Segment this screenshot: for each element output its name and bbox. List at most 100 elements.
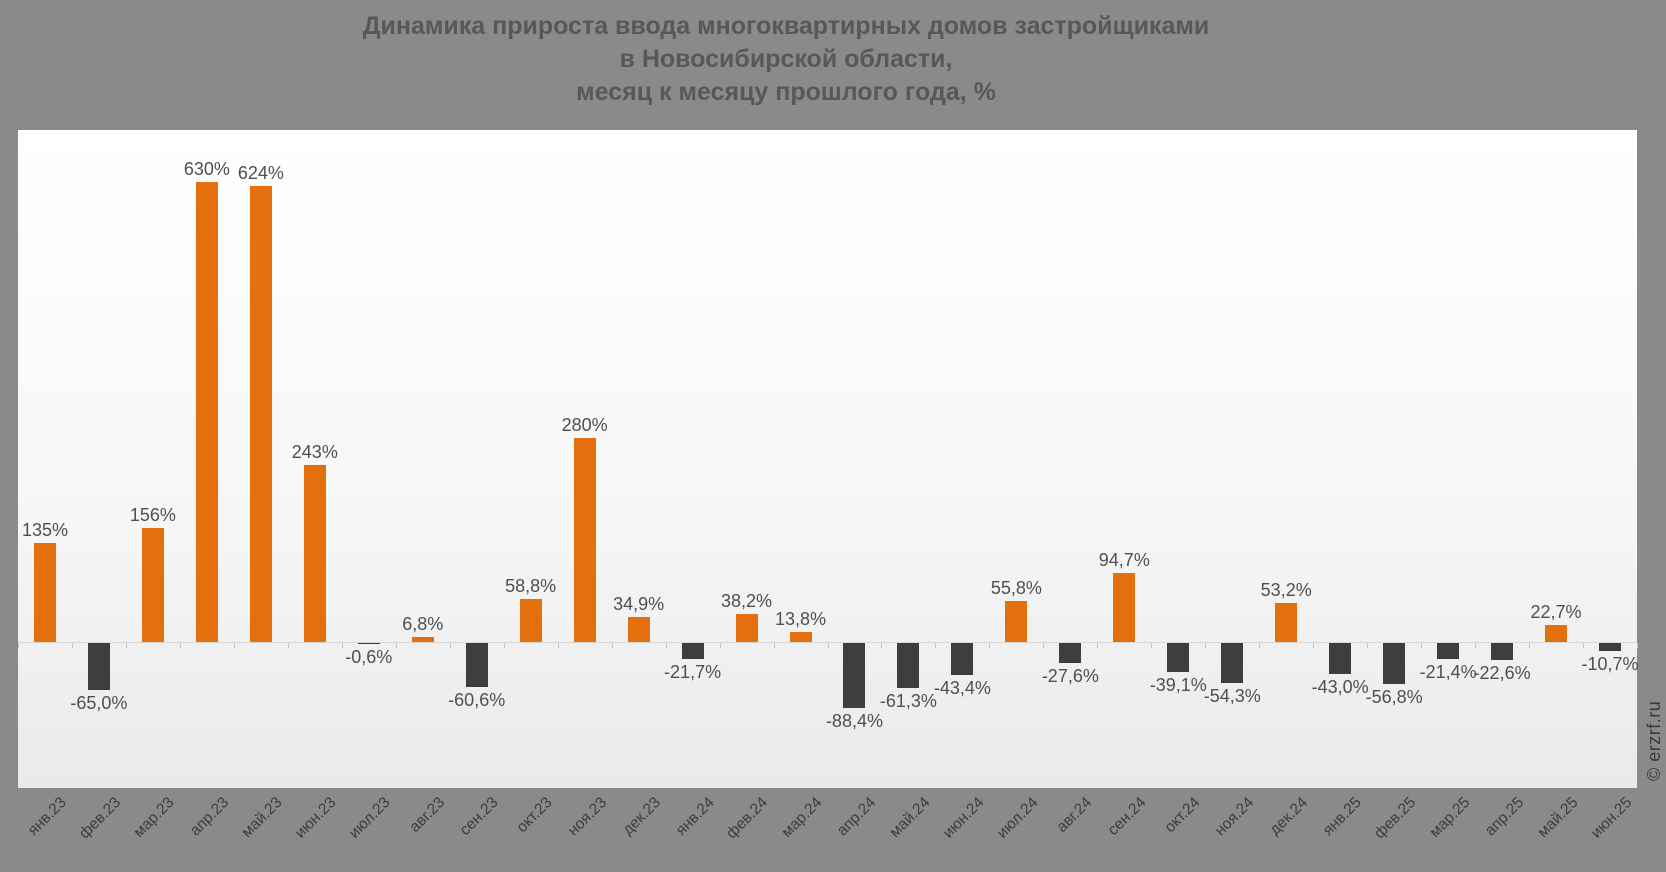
x-axis-label-text: апр.23 [186, 794, 232, 840]
x-axis-label-text: авг.23 [405, 794, 448, 836]
bar[interactable] [789, 631, 812, 642]
bar[interactable] [1329, 643, 1352, 675]
x-axis-label-text: июл.23 [346, 794, 394, 842]
x-axis-label-text: июн.25 [1587, 794, 1636, 842]
bar[interactable] [141, 528, 164, 642]
axis-tick [989, 643, 990, 648]
x-axis-label-text: мар.23 [130, 794, 178, 841]
bar[interactable] [1491, 643, 1514, 660]
axis-tick [126, 643, 127, 648]
value-label: 53,2% [1260, 580, 1312, 601]
bar[interactable] [357, 643, 380, 644]
x-axis-label-text: окт.24 [1161, 794, 1204, 837]
bar[interactable] [195, 182, 218, 642]
bar[interactable] [303, 464, 326, 642]
x-axis-label-text: мар.25 [1426, 794, 1474, 841]
value-label: -39,1% [1149, 674, 1207, 695]
chart-title: Динамика прироста ввода многоквартирных … [0, 10, 1572, 109]
x-axis-label-text: май.23 [238, 794, 286, 842]
bar[interactable] [1275, 603, 1298, 642]
value-label: -56,8% [1365, 687, 1423, 708]
value-label: 94,7% [1098, 549, 1150, 570]
value-label: 243% [291, 441, 338, 462]
plot-area: 135% -65,0% 156% 630% 624% 243% -0,6% 6,8% -60,6… [18, 130, 1639, 788]
axis-tick [1313, 643, 1314, 648]
bar[interactable] [681, 643, 704, 659]
x-axis-label-text: июн.23 [292, 794, 340, 842]
value-label: 13,8% [774, 608, 827, 629]
value-label: 58,8% [505, 576, 557, 597]
axis-tick [1637, 643, 1638, 648]
axis-tick [1529, 643, 1530, 648]
value-label: 6,8% [402, 614, 444, 635]
axis-tick [1367, 643, 1368, 648]
bar[interactable] [465, 643, 488, 688]
axis-tick [342, 643, 343, 648]
axis-tick [18, 643, 19, 648]
axis-tick [1097, 643, 1098, 648]
value-label: -61,3% [879, 690, 937, 711]
axis-tick [774, 643, 775, 648]
bar[interactable] [33, 543, 56, 642]
bar[interactable] [573, 437, 596, 642]
bar[interactable] [735, 614, 758, 642]
value-label: 630% [183, 159, 230, 179]
bar[interactable] [1383, 643, 1406, 685]
axis-tick [881, 643, 882, 648]
axis-tick [1259, 643, 1260, 648]
bar[interactable] [87, 643, 110, 691]
chart-title-line-2: в Новосибирской области, [619, 45, 953, 73]
axis-tick [1421, 643, 1422, 648]
value-label: 38,2% [721, 591, 773, 612]
x-axis-label-text: сен.23 [456, 794, 502, 839]
bar[interactable] [249, 186, 272, 642]
x-axis-label-text: июн.24 [939, 794, 988, 842]
bar[interactable] [1167, 643, 1190, 672]
axis-tick [720, 643, 721, 648]
bar[interactable] [1059, 643, 1082, 664]
axis-tick [1043, 643, 1044, 648]
x-axis-label-text: ноя.23 [564, 794, 610, 840]
axis-tick [1151, 643, 1152, 648]
axis-tick [234, 643, 235, 648]
bar[interactable] [1545, 625, 1568, 642]
value-label: -10,7% [1581, 653, 1639, 674]
axis-tick [1475, 643, 1476, 648]
x-axis-label-text: дек.23 [619, 794, 664, 839]
bar[interactable] [519, 599, 542, 642]
x-axis-label-text: янв.24 [672, 794, 718, 840]
x-axis-label-text: мар.24 [778, 794, 826, 841]
axis-tick [1205, 643, 1206, 648]
bar[interactable] [1221, 643, 1244, 683]
bar[interactable] [843, 643, 866, 708]
axis-tick [558, 643, 559, 648]
bar[interactable] [411, 637, 434, 642]
x-axis-label-text: апр.25 [1481, 794, 1528, 840]
axis-tick [504, 643, 505, 648]
bar[interactable] [897, 643, 920, 688]
axis-tick [666, 643, 667, 648]
value-label: -43,4% [933, 677, 991, 698]
bar[interactable] [627, 616, 650, 642]
value-label: 22,7% [1530, 602, 1582, 623]
x-axis-label-text: фев.25 [1370, 794, 1420, 843]
bar[interactable] [1113, 572, 1136, 642]
value-label: 624% [237, 163, 284, 184]
watermark: © erzrf.ru [1644, 700, 1664, 781]
bar[interactable] [1599, 643, 1622, 651]
bar[interactable] [1437, 643, 1460, 659]
bar[interactable] [951, 643, 974, 675]
axis-tick [72, 643, 73, 648]
value-label: -60,6% [448, 690, 506, 711]
axis-tick [180, 643, 181, 648]
axis-tick [828, 643, 829, 648]
chart-title-line-3: месяц к месяцу прошлого года, % [576, 78, 996, 106]
value-label: -65,0% [70, 693, 128, 714]
bar[interactable] [1005, 601, 1028, 642]
x-axis-label-text: май.24 [886, 794, 934, 842]
axis-tick [450, 643, 451, 648]
value-label: -54,3% [1203, 685, 1261, 706]
x-axis-label-text: дек.24 [1266, 794, 1312, 839]
x-axis-label-text: авг.24 [1053, 794, 1096, 836]
